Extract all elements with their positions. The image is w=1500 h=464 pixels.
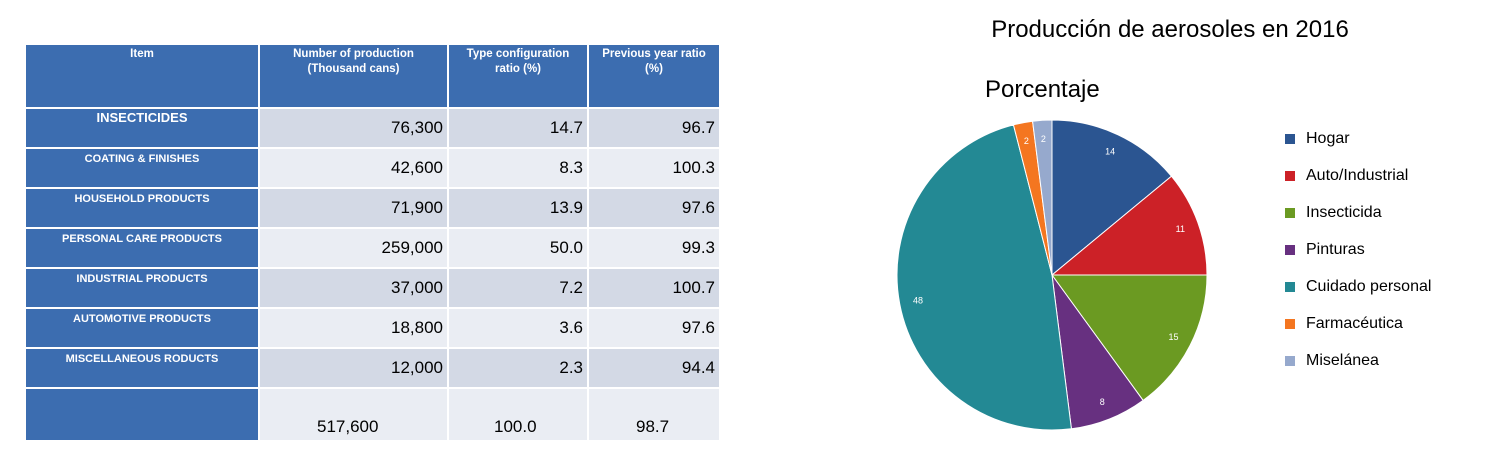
column-header: Item <box>24 43 260 109</box>
config-ratio-value: 2.3 <box>447 347 589 389</box>
legend-label: Farmacéutica <box>1306 314 1403 332</box>
legend-label: Auto/Industrial <box>1306 166 1409 184</box>
table-row: HOUSEHOLD PRODUCTS 71,900 13.9 97.6 <box>24 187 721 229</box>
total-production: 517,600 <box>258 387 449 442</box>
legend-item: Hogar <box>1285 120 1431 157</box>
legend-item: Auto/Industrial <box>1285 157 1431 194</box>
legend-item: Cuidado personal <box>1285 268 1431 305</box>
chart-title: Producción de aerosoles en 2016 <box>991 16 1349 43</box>
row-item-label: HOUSEHOLD PRODUCTS <box>24 187 260 229</box>
legend-item: Insecticida <box>1285 194 1431 231</box>
pie-data-label: 2 <box>1041 134 1046 144</box>
production-value: 76,300 <box>258 107 449 149</box>
production-value: 12,000 <box>258 347 449 389</box>
pie-data-label: 2 <box>1024 136 1029 146</box>
column-header: Previous year ratio (%) <box>587 43 721 109</box>
legend-swatch <box>1285 133 1295 144</box>
prev-year-ratio-value: 97.6 <box>587 307 721 349</box>
row-item-label: INDUSTRIAL PRODUCTS <box>24 267 260 309</box>
legend-label: Insecticida <box>1306 203 1382 221</box>
legend-swatch <box>1285 207 1295 218</box>
table-row: MISCELLANEOUS RODUCTS 12,000 2.3 94.4 <box>24 347 721 389</box>
legend-swatch <box>1285 355 1295 366</box>
pie-data-label: 8 <box>1100 397 1105 407</box>
table-row: INSECTICIDES 76,300 14.7 96.7 <box>24 107 721 149</box>
production-table: Item Number of production (Thousand cans)… <box>24 43 721 442</box>
pie-data-label: 14 <box>1105 147 1115 157</box>
production-value: 18,800 <box>258 307 449 349</box>
table-total-row: 517,600 100.0 98.7 <box>24 387 721 442</box>
legend-item: Miselánea <box>1285 342 1431 379</box>
prev-year-ratio-value: 96.7 <box>587 107 721 149</box>
legend-item: Farmacéutica <box>1285 305 1431 342</box>
prev-year-ratio-value: 94.4 <box>587 347 721 389</box>
config-ratio-value: 3.6 <box>447 307 589 349</box>
legend-swatch <box>1285 170 1295 181</box>
legend-swatch <box>1285 281 1295 292</box>
table-row: AUTOMOTIVE PRODUCTS 18,800 3.6 97.6 <box>24 307 721 349</box>
column-header: Number of production (Thousand cans) <box>258 43 449 109</box>
legend-swatch <box>1285 318 1295 329</box>
pie-data-label: 48 <box>913 296 923 306</box>
table-row: PERSONAL CARE PRODUCTS 259,000 50.0 99.3 <box>24 227 721 269</box>
config-ratio-value: 13.9 <box>447 187 589 229</box>
pie-chart: 14 11 15 8 48 2 2 <box>896 119 1208 431</box>
row-item-label: AUTOMOTIVE PRODUCTS <box>24 307 260 349</box>
pie-slice-6 <box>1032 119 1053 276</box>
pie-data-label: 11 <box>1176 224 1185 234</box>
config-ratio-value: 8.3 <box>447 147 589 189</box>
prev-year-ratio-value: 100.3 <box>587 147 721 189</box>
production-value: 37,000 <box>258 267 449 309</box>
total-prev-year-ratio: 98.7 <box>587 387 721 442</box>
pie-data-label: 15 <box>1169 332 1179 342</box>
prev-year-ratio-value: 100.7 <box>587 267 721 309</box>
production-value: 71,900 <box>258 187 449 229</box>
row-item-label: PERSONAL CARE PRODUCTS <box>24 227 260 269</box>
table-row: COATING & FINISHES 42,600 8.3 100.3 <box>24 147 721 189</box>
total-label <box>24 387 260 442</box>
row-item-label: COATING & FINISHES <box>24 147 260 189</box>
config-ratio-value: 50.0 <box>447 227 589 269</box>
column-header: Type configuration ratio (%) <box>447 43 589 109</box>
row-item-label: MISCELLANEOUS RODUCTS <box>24 347 260 389</box>
legend-label: Hogar <box>1306 129 1350 147</box>
pie-slice-0 <box>1051 119 1173 277</box>
config-ratio-value: 7.2 <box>447 267 589 309</box>
legend-label: Cuidado personal <box>1306 277 1432 295</box>
chart-legend: Hogar Auto/Industrial Insecticida Pinturas C… <box>1285 120 1431 379</box>
prev-year-ratio-value: 99.3 <box>587 227 721 269</box>
legend-label: Miselánea <box>1306 351 1379 369</box>
config-ratio-value: 14.7 <box>447 107 589 149</box>
production-table-container: Item Number of production (Thousand cans)… <box>24 43 721 442</box>
total-config-ratio: 100.0 <box>447 387 589 442</box>
production-value: 42,600 <box>258 147 449 189</box>
row-item-label: INSECTICIDES <box>24 107 260 149</box>
production-value: 259,000 <box>258 227 449 269</box>
legend-label: Pinturas <box>1306 240 1365 258</box>
chart-subtitle: Porcentaje <box>985 76 1100 103</box>
pie-slice-4 <box>896 124 1072 431</box>
table-header-row: Item Number of production (Thousand cans)… <box>24 43 721 109</box>
table-row: INDUSTRIAL PRODUCTS 37,000 7.2 100.7 <box>24 267 721 309</box>
legend-swatch <box>1285 244 1295 255</box>
pie-slice-2 <box>1051 274 1208 402</box>
pie-slice-1 <box>1050 175 1208 276</box>
legend-item: Pinturas <box>1285 231 1431 268</box>
prev-year-ratio-value: 97.6 <box>587 187 721 229</box>
